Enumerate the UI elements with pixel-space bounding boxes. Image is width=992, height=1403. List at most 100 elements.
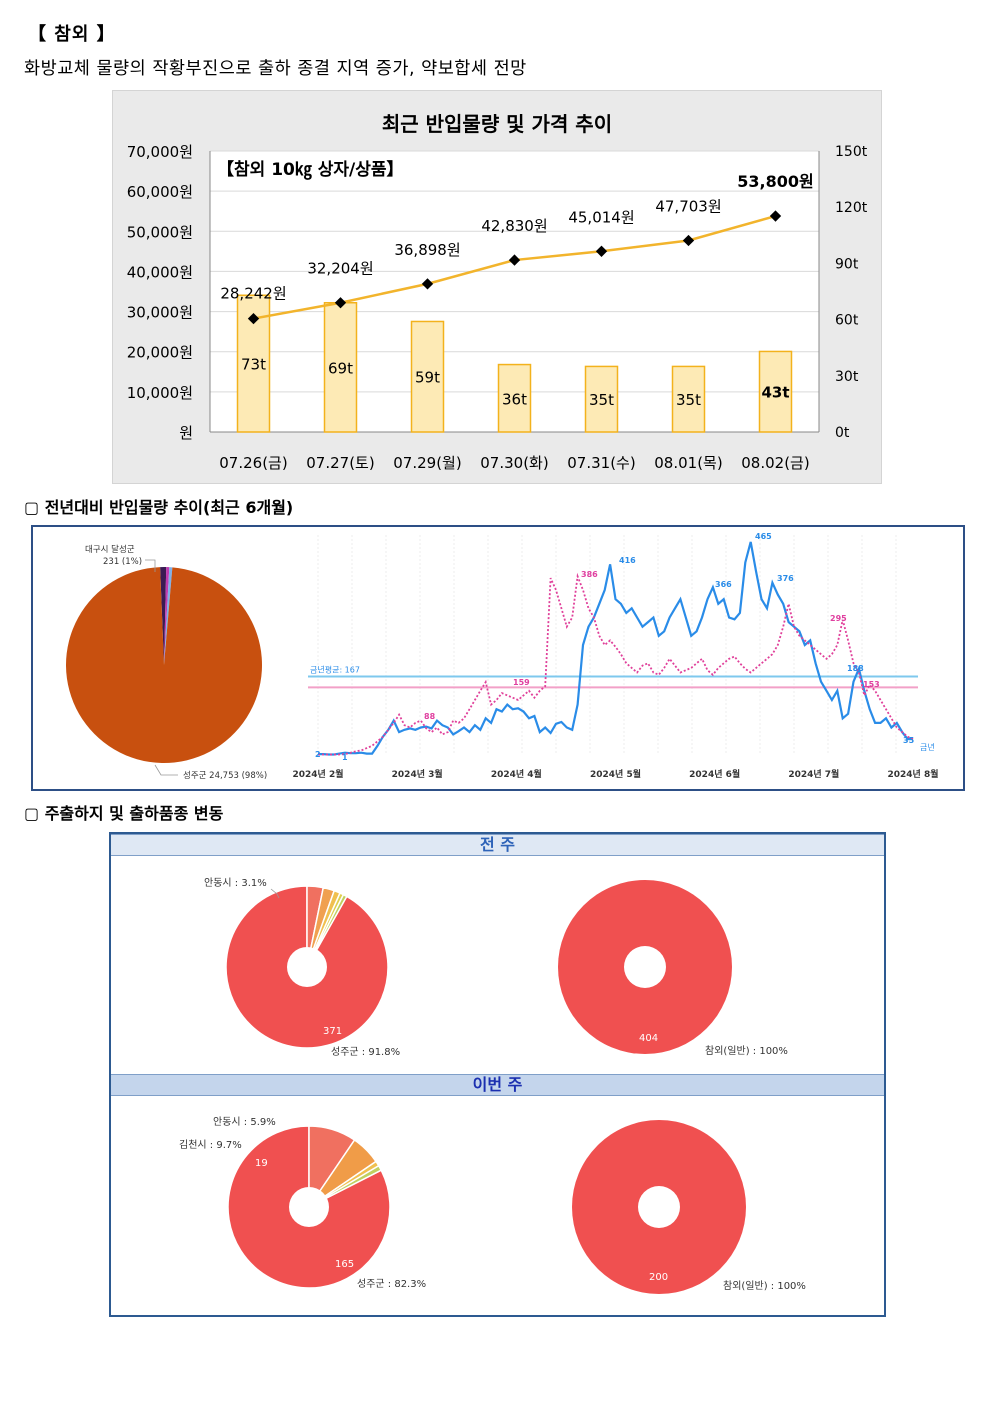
x-tick-label: 08.01(목) xyxy=(654,454,722,472)
x-tick-label: 07.27(토) xyxy=(306,454,374,472)
region-pie-slice xyxy=(65,567,262,763)
y-right-tick: 30t xyxy=(835,369,859,385)
trend-panel-svg: 대구시 달성군 231 (1%) 성주군 24,753 (98%) 금년평균: 167… xyxy=(65,532,939,781)
donut-label: 성주군 : 91.8% xyxy=(331,1046,400,1058)
y-right-tick: 120t xyxy=(835,200,868,216)
trend-label: 153 xyxy=(863,680,880,689)
y-left-tick: 50,000원 xyxy=(127,223,193,241)
trend-label: 366 xyxy=(715,580,732,589)
volume-label: 73t xyxy=(241,356,266,374)
trend-panel: 대구시 달성군 231 (1%) 성주군 24,753 (98%) 금년평균: 167… xyxy=(31,525,965,791)
chart-title: 최근 반입물량 및 가격 추이 xyxy=(382,112,612,136)
trend-label: 416 xyxy=(619,556,636,565)
band-previous-week: 전 주 xyxy=(111,834,884,856)
avg-label: 금년평균: 167 xyxy=(310,664,360,674)
donut-hole xyxy=(289,1187,329,1227)
y-left-tick: 30,000원 xyxy=(127,304,193,322)
price-marker xyxy=(508,254,521,266)
trend-end-label: 금년 xyxy=(920,742,935,752)
volume-label: 36t xyxy=(502,390,527,408)
shipping-panel-svg: 371 성주군 : 91.8% 안동시 : 3.1% 404 참외(일반) : 100%… xyxy=(179,877,806,1294)
region-pie-slice xyxy=(164,567,170,665)
donut-value: 19 xyxy=(255,1158,268,1169)
region-pie-slice xyxy=(164,567,173,665)
page-title: 【 참외 】 xyxy=(28,24,116,45)
volume-label: 43t xyxy=(761,384,789,402)
trend-label: 2 xyxy=(315,750,321,759)
y-left-tick: 70,000원 xyxy=(127,143,193,161)
trend-x-tick: 2024년 3월 xyxy=(392,768,443,780)
y-left-tick: 10,000원 xyxy=(127,384,193,402)
donut-label: 참외(일반) : 100% xyxy=(705,1045,788,1057)
price-label: 36,898원 xyxy=(394,241,460,259)
volume-bar xyxy=(758,350,793,433)
previous-year-line xyxy=(318,572,914,756)
y-right-tick: 0t xyxy=(835,425,850,441)
price-label: 32,204원 xyxy=(307,260,373,278)
trend-label: 1 xyxy=(342,753,348,762)
pie-label-seongju: 성주군 24,753 (98%) xyxy=(183,771,267,781)
band-this-week: 이번 주 xyxy=(111,1074,884,1096)
price-marker xyxy=(334,297,347,309)
trend-x-tick: 2024년 8월 xyxy=(887,768,938,780)
trend-label: 376 xyxy=(777,574,794,583)
donut-hole xyxy=(638,1186,680,1228)
volume-label: 59t xyxy=(415,369,440,387)
trend-section-heading: ▢ 전년대비 반입물량 추이(최근 6개월) xyxy=(24,498,294,517)
volume-bar xyxy=(671,365,706,433)
donut-hole xyxy=(624,946,666,988)
y-left-tick: 40,000원 xyxy=(127,263,193,281)
price-label: 53,800원 xyxy=(737,172,813,191)
shipping-panel: 전 주 이번 주 371 성주군 : 91.8% 안동시 : 3.1% 404 참외(일… xyxy=(109,832,886,1317)
trend-label: 35 xyxy=(903,736,915,745)
trend-x-tick: 2024년 7월 xyxy=(788,768,839,780)
donut-value: 165 xyxy=(335,1259,354,1270)
x-tick-label: 07.26(금) xyxy=(219,454,287,472)
price-volume-chart-svg: 최근 반입물량 및 가격 추이 70,000원 60,000원 50,000원 40,0… xyxy=(127,112,868,472)
chart-note: 【참외 10㎏ 상자/상품】 xyxy=(217,159,404,181)
y-left-tick: 60,000원 xyxy=(127,183,193,201)
price-label: 45,014원 xyxy=(568,208,634,226)
y-right-tick: 150t xyxy=(835,144,868,160)
donut-label: 참외(일반) : 100% xyxy=(723,1280,806,1292)
trend-x-tick: 2024년 6월 xyxy=(689,768,740,780)
y-right-tick: 60t xyxy=(835,313,859,329)
volume-bar xyxy=(236,294,271,433)
pie-leader xyxy=(145,559,156,572)
price-marker xyxy=(682,234,695,247)
price-label: 47,703원 xyxy=(655,198,721,216)
trend-x-tick: 2024년 5월 xyxy=(590,768,641,780)
volume-bar xyxy=(497,363,532,433)
trend-x-tick: 2024년 2월 xyxy=(292,768,343,780)
donut-label: 김천시 : 9.7% xyxy=(179,1139,242,1151)
volume-bar xyxy=(323,301,358,433)
volume-label: 35t xyxy=(676,391,701,409)
region-pie-slice xyxy=(160,567,167,665)
trend-label: 386 xyxy=(581,570,598,579)
page-subtitle: 화방교체 물량의 작황부진으로 출하 종결 지역 증가, 약보합세 전망 xyxy=(24,59,527,79)
current-year-line xyxy=(318,541,913,756)
price-marker xyxy=(421,278,434,290)
donut-label: 성주군 : 82.3% xyxy=(357,1278,426,1290)
trend-x-tick: 2024년 4월 xyxy=(491,768,542,780)
volume-bar xyxy=(410,320,445,433)
volume-label: 69t xyxy=(328,359,353,377)
pie-label-dalseong: 대구시 달성군 xyxy=(85,544,135,555)
x-tick-label: 07.29(월) xyxy=(393,454,461,472)
donut-label: 안동시 : 5.9% xyxy=(213,1116,276,1128)
price-marker xyxy=(595,245,608,257)
trend-label: 465 xyxy=(755,532,772,541)
price-marker xyxy=(769,210,782,222)
trend-label: 295 xyxy=(830,614,847,623)
y-left-tick: 원 xyxy=(179,424,193,442)
donut-hole xyxy=(287,947,327,987)
price-marker xyxy=(247,312,260,325)
trend-label: 188 xyxy=(847,664,864,673)
price-label: 42,830원 xyxy=(481,217,547,235)
donut-value: 404 xyxy=(639,1033,658,1044)
price-volume-chart: 최근 반입물량 및 가격 추이 70,000원 60,000원 50,000원 40,0… xyxy=(112,90,882,484)
volume-label: 35t xyxy=(589,391,614,409)
x-tick-label: 07.31(수) xyxy=(567,454,635,472)
price-label: 28,242원 xyxy=(220,285,286,303)
trend-label: 88 xyxy=(424,712,436,721)
